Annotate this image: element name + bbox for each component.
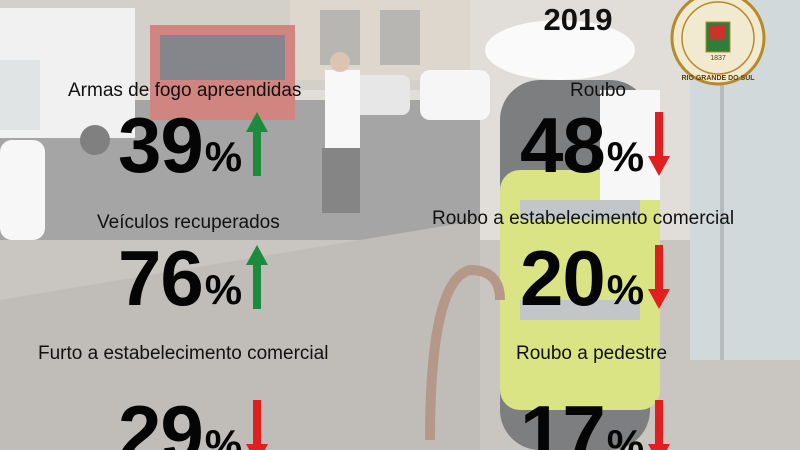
trend-up-arrow-icon: [246, 112, 269, 176]
year-heading: 2019: [543, 2, 613, 37]
stat-unit: %: [204, 421, 243, 450]
stat-furto-estabelecimento: 29 %: [118, 389, 269, 450]
stat-value: 39: [118, 101, 204, 189]
stat-unit: %: [606, 133, 645, 180]
trend-down-arrow-icon: [648, 400, 671, 450]
stat-armas: 39 %: [118, 101, 269, 189]
stat-label-veiculos: Veículos recuperados: [97, 212, 280, 233]
seal-year: 1837: [710, 55, 726, 62]
seal-text: RIO GRANDE DO SUL: [681, 75, 755, 82]
trend-down-arrow-icon: [246, 400, 269, 450]
stat-unit: %: [204, 266, 243, 313]
stat-unit: %: [606, 266, 645, 313]
rs-state-seal-icon: 1837 RIO GRANDE DO SUL: [670, 0, 766, 86]
stat-label-furto-estabelecimento: Furto a estabelecimento comercial: [38, 343, 329, 364]
stat-roubo-pedestre: 17 %: [520, 389, 671, 450]
stat-roubo-estabelecimento: 20 %: [520, 234, 671, 322]
stat-value: 48: [520, 101, 606, 189]
stat-veiculos: 76 %: [118, 234, 269, 322]
trend-down-arrow-icon: [648, 112, 671, 176]
stat-label-roubo-pedestre: Roubo a pedestre: [516, 343, 668, 364]
stat-label-roubo-estabelecimento: Roubo a estabelecimento comercial: [432, 208, 735, 229]
stat-value: 20: [520, 234, 606, 322]
trend-up-arrow-icon: [246, 245, 269, 309]
stat-label-armas: Armas de fogo apreendidas: [68, 80, 302, 101]
stat-roubo: 48 %: [520, 101, 671, 189]
stat-unit: %: [204, 133, 243, 180]
stat-unit: %: [606, 421, 645, 450]
stat-value: 17: [520, 389, 606, 450]
stat-value: 76: [118, 234, 204, 322]
stat-value: 29: [118, 389, 204, 450]
stat-label-roubo: Roubo: [570, 80, 626, 101]
trend-down-arrow-icon: [648, 245, 671, 309]
